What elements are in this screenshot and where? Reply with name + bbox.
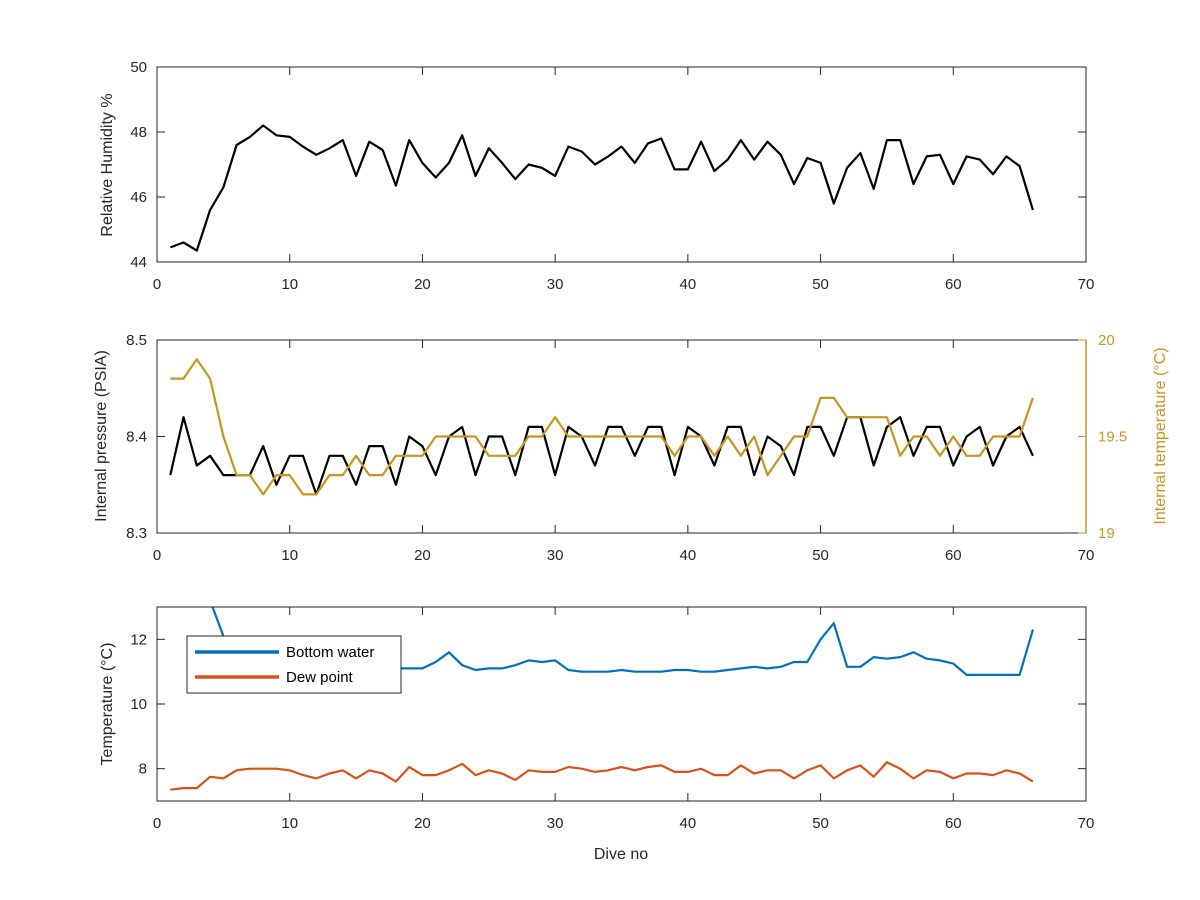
legend: Bottom water Dew point (186, 635, 402, 694)
panel-humidity: Relative Humidity % (99, 93, 116, 236)
x-tick-label-temperature-40: 40 (680, 815, 697, 832)
ylabel-humidity: Relative Humidity % (99, 93, 116, 236)
x-tick-label-humidity-20: 20 (414, 276, 431, 293)
x-tick-label-pressure-20: 20 (414, 547, 431, 564)
y-tick-label-humidity-50: 50 (130, 59, 147, 76)
series-line-pressure-series-2 (170, 358, 1034, 496)
x-tick-label-humidity-60: 60 (945, 276, 962, 293)
x-tick-label-temperature-0: 0 (153, 815, 161, 832)
legend-label-dew-point: Dew point (286, 669, 354, 686)
y2-tick-label-20: 20 (1098, 332, 1115, 349)
x-tick-label-humidity-50: 50 (812, 276, 829, 293)
xlabel-dive-no: Dive no (594, 846, 648, 863)
panel-pressure-temperature: Internal pressure (PSIA) Internal temper… (93, 347, 1169, 524)
series-group-pressure (169, 358, 1034, 496)
y-tick-label-pressure-8.3: 8.3 (126, 525, 147, 542)
y-tick-label-temperature-10: 10 (130, 696, 147, 713)
plot-layer: 0 10 20 30 40 50 60 70 44 46 48 50 0 10 20 30 40 50 60 70 8.… (126, 59, 1127, 832)
ylabel-temperature: Temperature (°C) (99, 643, 116, 766)
axes-humidity: 0 10 20 30 40 50 60 70 44 46 48 50 (130, 59, 1094, 293)
legend-label-bottom-water: Bottom water (286, 644, 374, 661)
x-tick-label-pressure-30: 30 (547, 547, 564, 564)
x-tick-label-humidity-40: 40 (680, 276, 697, 293)
x-tick-label-pressure-70: 70 (1078, 547, 1095, 564)
panel-temperature: Temperature (°C) Dive no (99, 643, 648, 863)
y-tick-label-temperature-12: 12 (130, 631, 147, 648)
x-tick-label-temperature-60: 60 (945, 815, 962, 832)
axes-pressure: 0 10 20 30 40 50 60 70 8.3 8.4 8.5 19 19.5 20 (126, 332, 1127, 564)
axes-temperature: 0 10 20 30 40 50 60 70 8 10 12 Bottom water Dew poin… (130, 606, 1095, 832)
x-tick-label-humidity-30: 30 (547, 276, 564, 293)
series-group-humidity (169, 124, 1034, 252)
ylabel-internal-temperature: Internal temperature (°C) (1152, 347, 1169, 524)
x-tick-label-temperature-10: 10 (281, 815, 298, 832)
y-tick-label-pressure-8.5: 8.5 (126, 332, 147, 349)
y-tick-label-humidity-46: 46 (130, 189, 147, 206)
x-tick-label-pressure-40: 40 (680, 547, 697, 564)
x-tick-label-humidity-10: 10 (281, 276, 298, 293)
x-tick-label-humidity-70: 70 (1078, 276, 1095, 293)
series-line-humidity-series-1 (169, 124, 1034, 252)
x-tick-label-pressure-10: 10 (281, 547, 298, 564)
y-tick-label-humidity-44: 44 (130, 254, 147, 271)
y-tick-label-humidity-48: 48 (130, 124, 147, 141)
x-tick-label-pressure-0: 0 (153, 547, 161, 564)
x-tick-label-pressure-60: 60 (945, 547, 962, 564)
x-tick-label-pressure-50: 50 (812, 547, 829, 564)
y-tick-label-temperature-8: 8 (139, 761, 147, 778)
y2-tick-label-19.5: 19.5 (1098, 429, 1127, 446)
x-tick-label-temperature-20: 20 (414, 815, 431, 832)
x-tick-label-humidity-0: 0 (153, 276, 161, 293)
series-line-dew-point (170, 761, 1034, 791)
legend-box (186, 635, 402, 694)
x-tick-label-temperature-30: 30 (547, 815, 564, 832)
x-tick-label-temperature-70: 70 (1078, 815, 1095, 832)
y-tick-label-pressure-8.4: 8.4 (126, 429, 147, 446)
ylabel-pressure: Internal pressure (PSIA) (93, 350, 110, 522)
axes-box-humidity (156, 66, 1087, 263)
x-tick-label-temperature-50: 50 (812, 815, 829, 832)
y2-tick-label-19: 19 (1098, 525, 1115, 542)
